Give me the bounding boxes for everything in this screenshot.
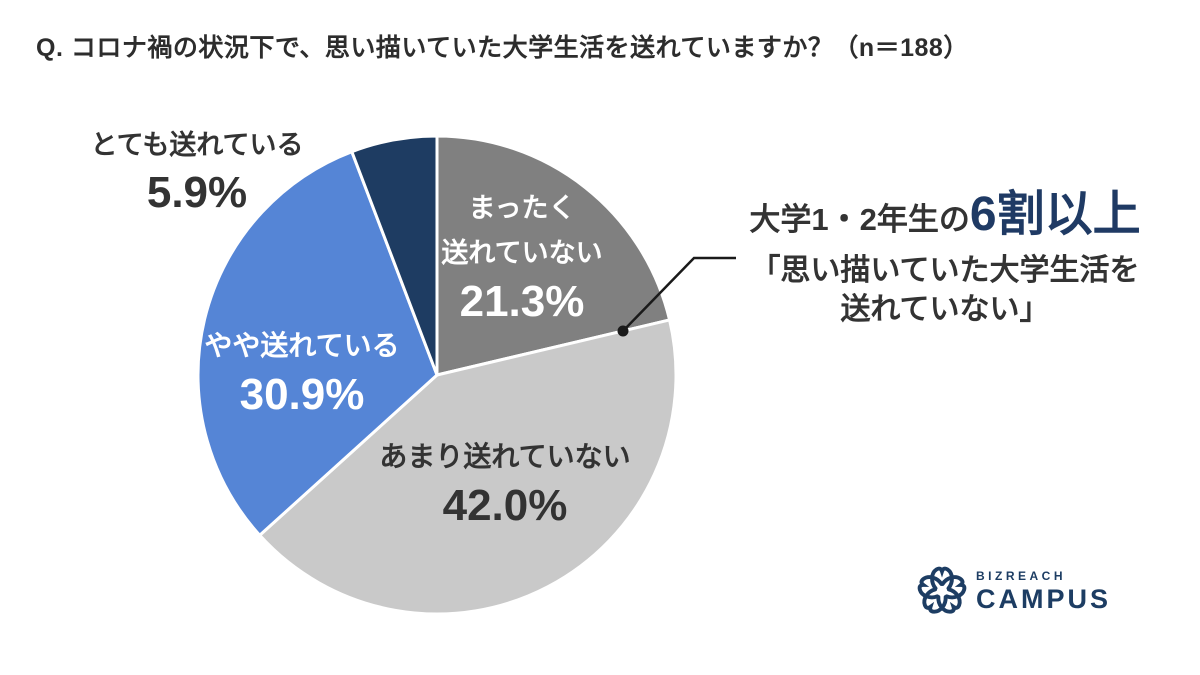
annotation-headline: 大学1・2年生の6割以上	[749, 188, 1140, 247]
annotation-prefix: 大学1・2年生の	[749, 202, 970, 237]
slice-category-label: あまり送れていない	[379, 441, 631, 472]
slice-category-label: やや送れている	[204, 330, 400, 361]
bizreach-campus-logo: BIZREACH CAMPUS	[914, 558, 1111, 624]
slice-category-label: とても送れている	[90, 130, 304, 160]
slice-label-yaya: やや送れている 30.9%	[204, 326, 399, 424]
annotation-highlight: 6割以上	[969, 188, 1141, 241]
pie-slice-2	[196, 150, 439, 537]
slice-category-label: まったく	[468, 193, 576, 223]
logo-campus-label: CAMPUS	[976, 583, 1112, 614]
slice-percent-label: 30.9%	[239, 370, 365, 419]
slice-percent-label: 42.0%	[442, 481, 568, 530]
annotation-block: 大学1・2年生の6割以上 「思い描いていた大学生活を 送れていない」	[749, 188, 1140, 329]
pie-slice-3	[350, 134, 439, 377]
pie-slice-1	[258, 318, 678, 616]
annotation-quote: 「思い描いていた大学生活を 送れていない」	[749, 251, 1140, 329]
slice-percent-label: 5.9%	[146, 168, 248, 217]
logo-text: BIZREACH CAMPUS	[976, 569, 1111, 614]
slice-category-label: 送れていない	[441, 238, 603, 268]
question-title: Q. コロナ禍の状況下で、思い描いていた大学生活を送れていますか？（n＝188）	[36, 34, 969, 62]
slice-label-totemo: とても送れている 5.9%	[90, 126, 303, 222]
slice-label-amari: あまり送れていない 42.0%	[379, 437, 630, 535]
logo-bizreach-label: BIZREACH	[976, 568, 1066, 583]
annotation-quote-line: 「思い描いていた大学生活を	[750, 254, 1140, 287]
slice-percent-label: 21.3%	[459, 277, 585, 326]
annotation-quote-line: 送れていない」	[840, 293, 1050, 326]
campus-flower-icon	[917, 566, 967, 614]
slice-label-mattaku: まったく 送れていない 21.3%	[441, 186, 602, 328]
